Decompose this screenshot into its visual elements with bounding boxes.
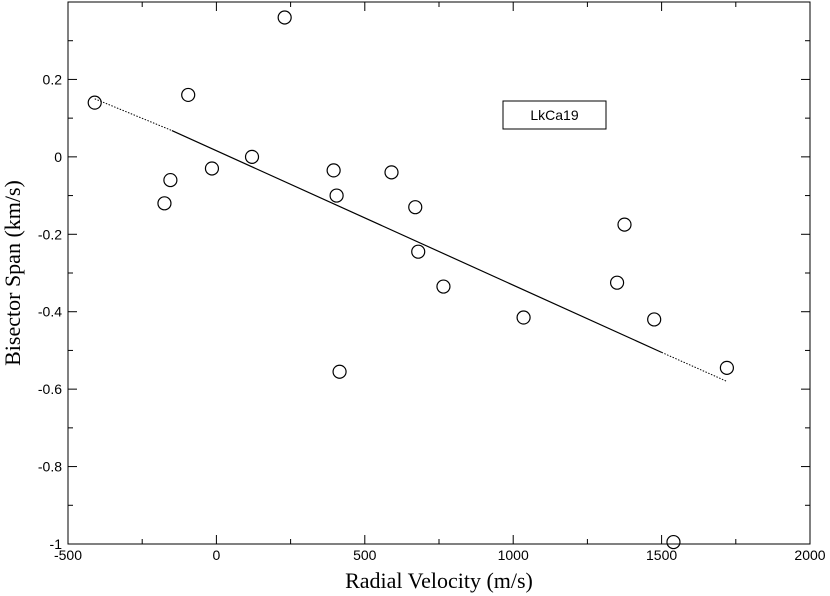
data-point [411, 244, 426, 259]
x-tick-label: 0 [213, 547, 221, 563]
y-tick-label: -0.4 [38, 304, 62, 320]
data-point [244, 149, 260, 164]
data-point [719, 360, 734, 375]
data-point [204, 161, 220, 176]
data-point [157, 196, 172, 211]
y-tick-label: -1 [50, 536, 63, 552]
fit-line [94, 98, 728, 382]
y-axis-title: Bisector Span (km/s) [0, 180, 25, 366]
x-tick-label: 2000 [794, 547, 825, 563]
fit-line-dotted [661, 351, 728, 382]
data-point [516, 310, 531, 325]
data-point [329, 188, 344, 203]
fit-line-solid [171, 129, 662, 353]
y-tick-label: -0.6 [38, 381, 62, 397]
data-point [384, 165, 399, 180]
fit-line-dotted [94, 98, 173, 131]
x-tick-label: -500 [54, 547, 82, 563]
legend-label: LkCa19 [530, 107, 578, 123]
x-tick-label: 500 [353, 547, 377, 563]
data-point [87, 95, 102, 110]
data-point [609, 275, 625, 290]
data-point [436, 279, 451, 294]
data-point [326, 163, 341, 178]
data-point [647, 312, 662, 327]
x-axis-title: Radial Velocity (m/s) [345, 568, 533, 593]
data-point [408, 200, 423, 215]
data-point [332, 364, 347, 379]
data-point [181, 87, 196, 103]
y-tick-label: -0.8 [38, 459, 62, 475]
x-tick-label: 1500 [646, 547, 677, 563]
x-tick-label: 1000 [498, 547, 529, 563]
data-point [666, 534, 681, 550]
data-point [163, 172, 178, 188]
y-tick-label: -0.2 [38, 226, 62, 242]
y-tick-label: 0 [54, 149, 62, 165]
plot-frame [67, 1, 811, 545]
legend-frame [502, 100, 607, 130]
y-tick-label: 0.2 [43, 71, 63, 87]
axis-ticks: -500 0 500 1000 1500 2000 -1 -0.8 -0.6 -0.4 -0.2 0 0… [38, 2, 826, 563]
legend-box: LkCa19 [502, 100, 607, 130]
data-points [87, 10, 734, 550]
data-point [277, 10, 292, 25]
data-point [617, 217, 632, 232]
